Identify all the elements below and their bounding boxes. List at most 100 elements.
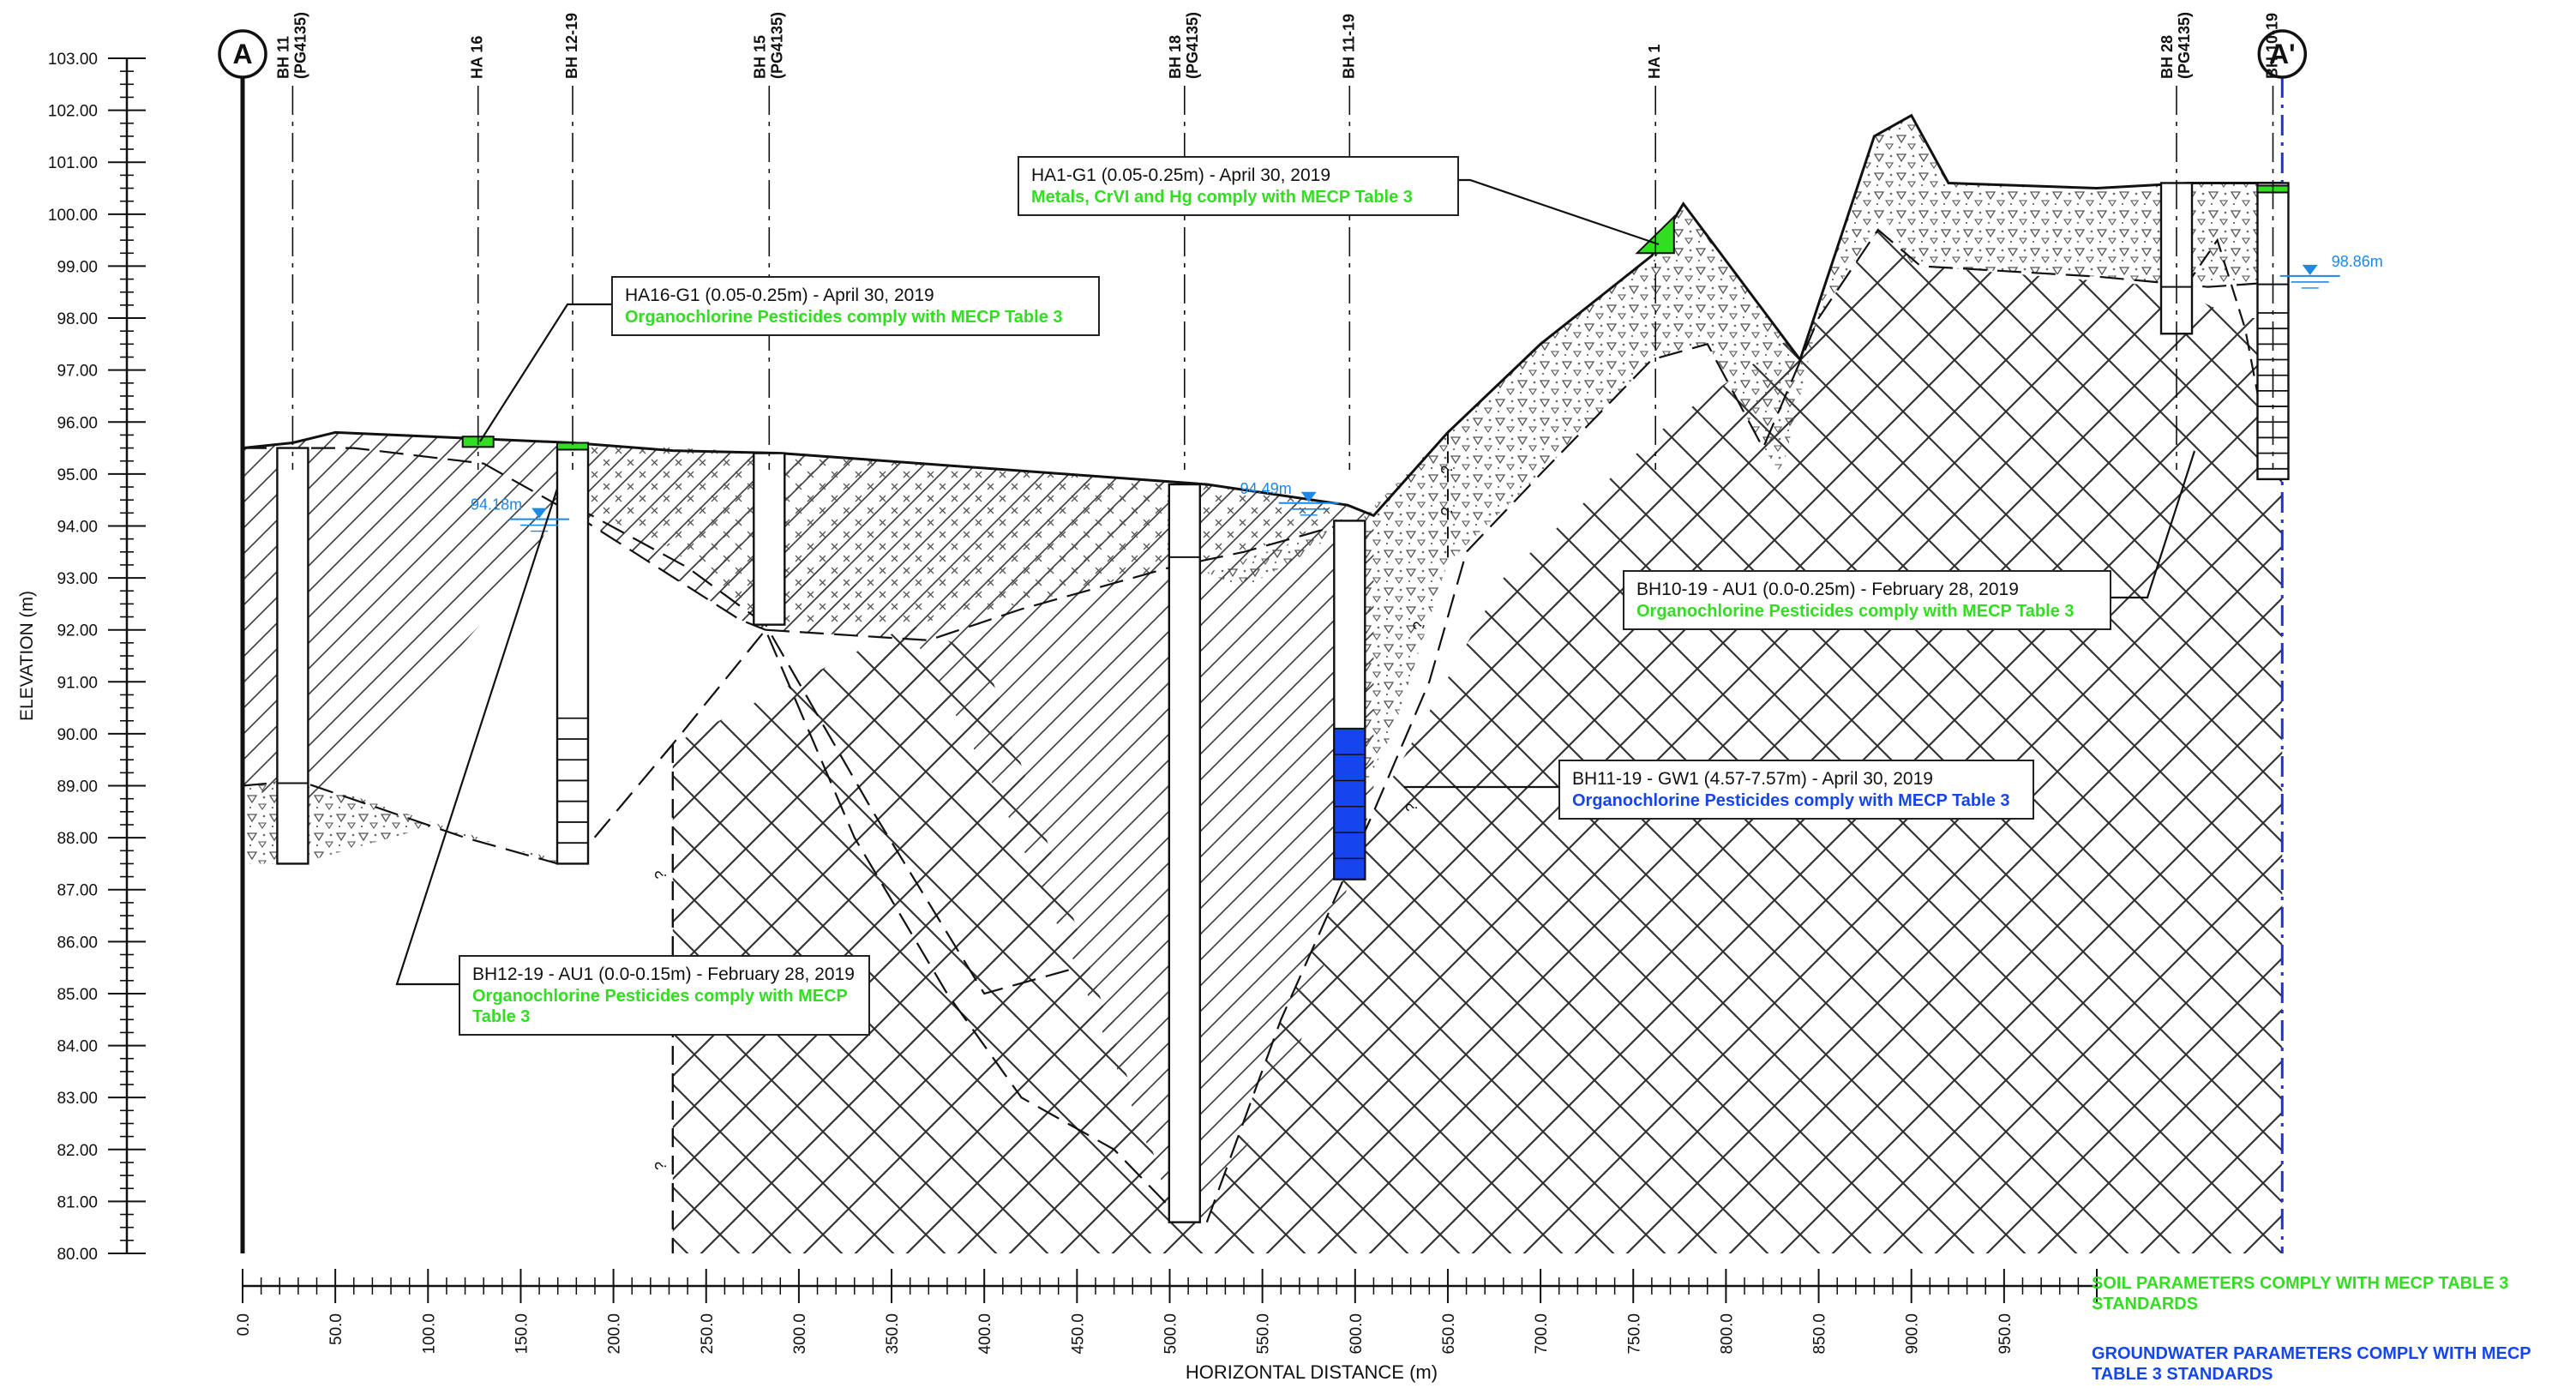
water-level-label: 94.49m (1240, 480, 1292, 497)
bh18-column (1168, 483, 1202, 1223)
bh11-label: BH 11 (274, 36, 291, 79)
y-tick-label: 96.00 (57, 414, 98, 432)
y-tick-label: 86.00 (57, 934, 98, 952)
bh12-label: BH 12-19 (563, 13, 580, 79)
y-axis-title: ELEVATION (m) (17, 591, 37, 721)
bh1119-gw-sample-interval (1333, 727, 1366, 880)
legend-groundwater: GROUNDWATER PARAMETERS COMPLY WITH MECP … (2092, 1344, 2531, 1384)
x-tick-label: 500.0 (1162, 1313, 1180, 1355)
sand-gravel-unit (1364, 115, 2283, 786)
note-bh12-result: Organochlorine Pesticides comply with ME… (472, 987, 848, 1026)
contact-line-east (2170, 237, 2274, 475)
y-tick-label: 83.00 (57, 1090, 98, 1108)
y-tick-label: 89.00 (57, 778, 98, 796)
note-ha1-result: Metals, CrVI and Hg comply with MECP Tab… (1031, 188, 1413, 207)
note-bh1119-title: BH11-19 - GW1 (4.57-7.57m) - April 30, 2… (1572, 769, 1933, 789)
gravel-contact (242, 779, 558, 865)
y-tick-label: 98.00 (57, 310, 98, 328)
bedrock-contact-west (572, 628, 1186, 1223)
note-bh1119-result: Organochlorine Pesticides comply with ME… (1572, 791, 2010, 810)
x-tick-label: 550.0 (1255, 1313, 1273, 1355)
gravel-lens (1206, 520, 1355, 589)
y-tick-label: 82.00 (57, 1142, 98, 1160)
bh15-column (753, 452, 786, 626)
y-tick-label: 99.00 (57, 258, 98, 276)
ha1-label: HA 1 (1646, 45, 1663, 79)
y-tick-label: 102.00 (48, 103, 98, 121)
y-tick-label: 103.00 (48, 51, 98, 69)
contact-line-3 (572, 504, 1078, 995)
x-tick-label: 300.0 (791, 1313, 809, 1355)
note-ha1-sample: HA1-G1 (0.05-0.25m) - April 30, 2019 Met… (1018, 156, 1459, 216)
y-tick-label: 101.00 (48, 154, 98, 172)
query-mark: ? (1410, 622, 1427, 630)
x-tick-label: 800.0 (1718, 1313, 1736, 1355)
x-axis-title: HORIZONTAL DISTANCE (m) (1186, 1361, 1438, 1383)
bh1019-label: BH 10-19 (2263, 13, 2280, 79)
note-bh1019-result: Organochlorine Pesticides comply with ME… (1636, 602, 2075, 621)
bh28-column (2159, 182, 2194, 335)
query-mark: ? (1403, 803, 1420, 812)
bh11-label: (PG4135) (291, 12, 309, 79)
legend-soil: SOIL PARAMETERS COMPLY WITH MECP TABLE 3… (2092, 1274, 2509, 1313)
y-tick-label: 91.00 (57, 674, 98, 692)
fill-unit-lower (243, 448, 1207, 1223)
x-tick-label: 200.0 (606, 1313, 624, 1355)
marker-start-circle (218, 29, 267, 79)
note-ha16-result: Organochlorine Pesticides comply with ME… (625, 308, 1063, 327)
y-tick-label: 97.00 (57, 363, 98, 381)
ha16-label: HA 16 (469, 36, 486, 79)
query-mark: ? (1438, 466, 1456, 474)
y-tick-label: 85.00 (57, 986, 98, 1004)
y-tick-label: 93.00 (57, 570, 98, 588)
ground-surface-line (242, 113, 2283, 518)
water-level-label: 98.86m (2332, 253, 2383, 270)
y-tick-label: 87.00 (57, 882, 98, 900)
bh28-label: BH 28 (2159, 35, 2176, 79)
query-mark: ? (652, 1162, 670, 1170)
y-tick-label: 95.00 (57, 466, 98, 484)
bh18-label: (PG4135) (1184, 12, 1201, 79)
y-tick-label: 90.00 (57, 726, 98, 744)
marker-start-label: A (232, 39, 252, 69)
note-ha16-sample: HA16-G1 (0.05-0.25m) - April 30, 2019 Or… (611, 276, 1100, 336)
note-bh12-title: BH12-19 - AU1 (0.0-0.15m) - February 28,… (472, 964, 855, 984)
bh18-label: BH 18 (1167, 35, 1184, 79)
query-mark: ? (652, 871, 670, 880)
water-level-icon (2302, 264, 2318, 275)
x-tick-label: 250.0 (699, 1313, 717, 1355)
x-tick-label: 0.0 (235, 1313, 253, 1336)
leader-bh12 (395, 488, 559, 986)
y-tick-label: 92.00 (57, 622, 98, 640)
bh1119-label: BH 11-19 (1340, 14, 1357, 79)
x-tick-label: 700.0 (1533, 1313, 1551, 1355)
bh15-label: BH 15 (751, 35, 768, 79)
x-tick-label: 50.0 (327, 1313, 345, 1345)
x-tick-label: 750.0 (1625, 1313, 1643, 1355)
note-bh12-sample: BH12-19 - AU1 (0.0-0.15m) - February 28,… (459, 955, 870, 1036)
y-tick-label: 80.00 (57, 1246, 98, 1264)
bedrock-unit (672, 230, 2283, 1253)
query-mark: ? (1438, 507, 1456, 515)
y-tick-label: 84.00 (57, 1038, 98, 1056)
marker-end-label: A' (2269, 39, 2296, 69)
x-tick-label: 150.0 (513, 1313, 531, 1355)
note-ha16-title: HA16-G1 (0.05-0.25m) - April 30, 2019 (625, 285, 934, 305)
water-level-icon (531, 508, 548, 519)
x-tick-label: 850.0 (1811, 1313, 1829, 1355)
leader-bh1019 (2111, 450, 2196, 599)
y-tick-label: 88.00 (57, 830, 98, 848)
bh15-label: (PG4135) (768, 12, 785, 79)
leader-ha16 (479, 303, 611, 442)
water-level-label: 94.18m (471, 496, 522, 514)
y-tick-label: 94.00 (57, 518, 98, 536)
note-ha1-title: HA1-G1 (0.05-0.25m) - April 30, 2019 (1031, 165, 1331, 185)
y-tick-label: 81.00 (57, 1193, 98, 1211)
x-tick-label: 100.0 (420, 1313, 438, 1355)
note-bh1019-sample: BH10-19 - AU1 (0.0-0.25m) - February 28,… (1623, 570, 2111, 630)
x-tick-label: 650.0 (1440, 1313, 1458, 1355)
note-bh1119-sample: BH11-19 - GW1 (4.57-7.57m) - April 30, 2… (1558, 760, 2034, 820)
x-tick-label: 350.0 (884, 1313, 902, 1355)
leader-ha1 (1449, 178, 1660, 246)
